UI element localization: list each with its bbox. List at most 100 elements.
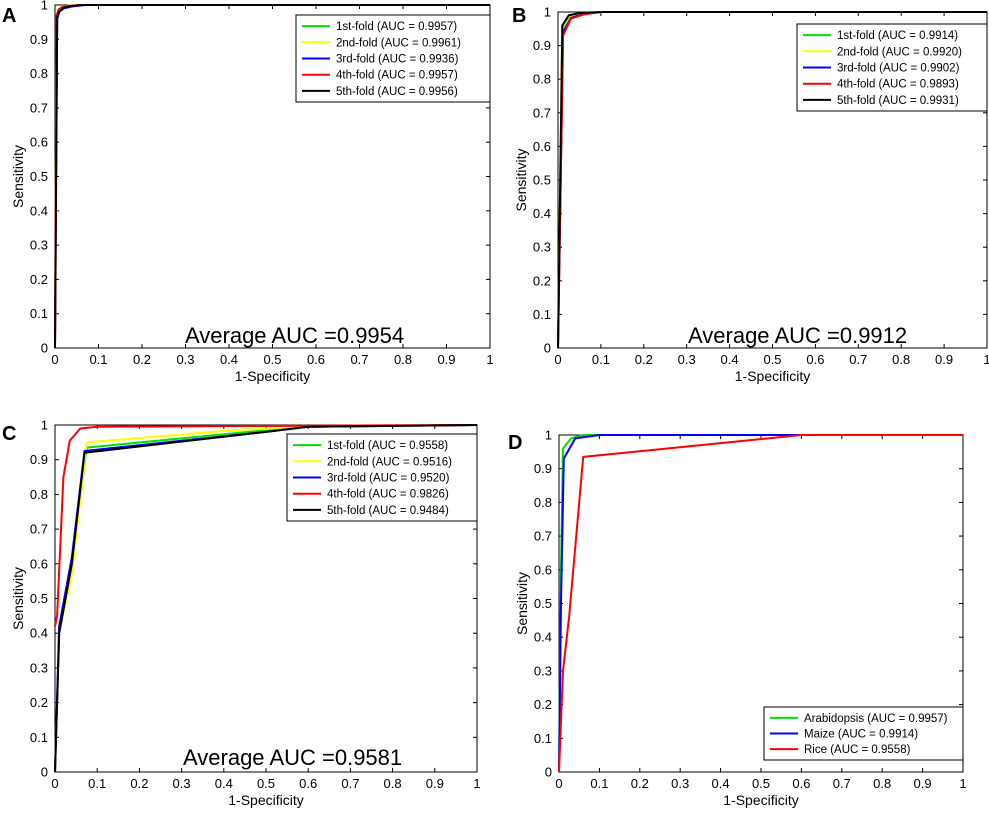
x-tick-label: 0.2 <box>631 776 649 791</box>
legend-entry: 3rd-fold (AUC = 0.9936) <box>336 54 459 66</box>
legend-entry: Maize (AUC = 0.9914) <box>804 729 918 741</box>
x-tick-label: 0.8 <box>394 352 412 367</box>
legend: 1st-fold (AUC = 0.9957) 2nd-fold (AUC = 0… <box>295 14 491 103</box>
average-auc-annotation: Average AUC =0.9912 <box>688 323 907 348</box>
panel-b: B 0 0.1 0.2 0.3 0.4 0.5 0.6 0.7 0.8 0.9 1 0 0.1 0.2 0.3… <box>512 5 989 385</box>
legend-entry: 1st-fold (AUC = 0.9558) <box>327 440 448 452</box>
x-tick-label: 0.2 <box>130 776 148 791</box>
legend-entry: Arabidopsis (AUC = 0.9957) <box>804 713 948 725</box>
y-tick-label: 0.7 <box>534 529 552 544</box>
y-tick-label: 0.8 <box>534 495 552 510</box>
x-tick-label: 0.9 <box>914 776 932 791</box>
y-tick-label: 1 <box>41 418 48 433</box>
panel-letter: A <box>2 5 16 27</box>
legend-entry: 4th-fold (AUC = 0.9826) <box>327 489 449 501</box>
y-tick-label: 0.4 <box>30 203 48 218</box>
series-line-2 <box>558 434 963 773</box>
x-tick-label: 0.5 <box>763 352 781 367</box>
x-tick-label: 0.9 <box>437 352 455 367</box>
x-tick-label: 0.6 <box>806 352 824 367</box>
legend-entry: 4th-fold (AUC = 0.9957) <box>336 70 458 82</box>
legend-entry: 3rd-fold (AUC = 0.9520) <box>327 473 450 485</box>
y-tick-label: 1 <box>544 5 551 20</box>
x-tick-label: 0 <box>51 776 58 791</box>
legend-entry: 4th-fold (AUC = 0.9893) <box>837 79 959 91</box>
x-tick-label: 0.3 <box>176 352 194 367</box>
average-auc-annotation: Average AUC =0.9581 <box>183 745 402 770</box>
series-line-5 <box>557 11 987 349</box>
y-axis-label: Sensitivity <box>10 145 26 208</box>
series-line-5 <box>54 424 478 773</box>
x-tick-label: 1 <box>486 352 493 367</box>
x-axis-label: 1-Specificity <box>735 368 810 384</box>
series-line-4 <box>54 424 478 627</box>
legend-entry: 5th-fold (AUC = 0.9484) <box>327 505 449 517</box>
x-tick-label: 0.6 <box>299 776 317 791</box>
panel-letter: D <box>508 432 522 454</box>
y-tick-label: 0.3 <box>30 660 48 675</box>
x-tick-label: 0.1 <box>590 776 608 791</box>
y-tick-label: 0.7 <box>30 522 48 537</box>
x-tick-label: 0.7 <box>833 776 851 791</box>
x-tick-label: 0.8 <box>384 776 402 791</box>
x-tick-label: 0.7 <box>341 776 359 791</box>
x-tick-label: 0 <box>554 352 561 367</box>
x-tick-label: 0.9 <box>935 352 953 367</box>
x-tick-label: 0.4 <box>721 352 739 367</box>
y-tick-label: 0.4 <box>534 630 552 645</box>
panel-letter: B <box>512 5 526 27</box>
x-axis-label: 1-Specificity <box>228 792 303 808</box>
x-tick-label: 0.8 <box>873 776 891 791</box>
legend-entry: 1st-fold (AUC = 0.9914) <box>837 30 958 42</box>
y-tick-label: 0 <box>41 765 48 780</box>
legend-entry: 2nd-fold (AUC = 0.9516) <box>327 456 452 468</box>
legend-entry: 2nd-fold (AUC = 0.9961) <box>336 37 461 49</box>
x-tick-label: 0.5 <box>257 776 275 791</box>
y-tick-label: 0.4 <box>533 206 551 221</box>
x-tick-label: 0.7 <box>350 352 368 367</box>
x-tick-label: 1 <box>959 776 966 791</box>
y-tick-label: 0.2 <box>30 695 48 710</box>
legend-entry: 3rd-fold (AUC = 0.9902) <box>837 63 960 75</box>
x-tick-label: 0.3 <box>671 776 689 791</box>
y-tick-label: 0.5 <box>30 169 48 184</box>
y-tick-label: 0.3 <box>534 663 552 678</box>
x-tick-label: 0.4 <box>220 352 238 367</box>
y-tick-label: 0.3 <box>533 240 551 255</box>
y-axis-label: Sensitivity <box>514 572 530 635</box>
x-tick-label: 0.1 <box>88 776 106 791</box>
legend-entry: 5th-fold (AUC = 0.9931) <box>837 95 959 107</box>
y-tick-label: 0.5 <box>30 591 48 606</box>
y-tick-label: 0.9 <box>30 32 48 47</box>
panel-d: D 0 0.1 0.2 0.3 0.4 0.5 0.6 0.7 0.8 0.9 1 0 0.1 0.2 0.3… <box>508 428 967 809</box>
x-tick-label: 0.7 <box>849 352 867 367</box>
legend-entry: 5th-fold (AUC = 0.9956) <box>336 86 458 98</box>
y-tick-label: 0.3 <box>30 238 48 253</box>
y-tick-label: 0.6 <box>30 135 48 150</box>
y-axis-label: Sensitivity <box>513 148 529 211</box>
y-tick-label: 0.7 <box>30 100 48 115</box>
x-tick-label: 0.6 <box>307 352 325 367</box>
y-tick-label: 0.1 <box>534 731 552 746</box>
x-tick-label: 0.4 <box>712 776 730 791</box>
legend-entry: 2nd-fold (AUC = 0.9920) <box>837 46 962 58</box>
legend-entry: 1st-fold (AUC = 0.9957) <box>336 21 457 33</box>
series-line-3 <box>558 434 963 773</box>
x-tick-label: 0.5 <box>752 776 770 791</box>
x-tick-label: 0 <box>51 352 58 367</box>
y-tick-label: 0.5 <box>534 596 552 611</box>
y-tick-label: 0 <box>544 341 551 356</box>
y-tick-label: 1 <box>545 428 552 443</box>
y-tick-label: 0.8 <box>30 487 48 502</box>
y-tick-label: 0.9 <box>533 38 551 53</box>
y-tick-label: 0.9 <box>534 461 552 476</box>
y-tick-label: 0.7 <box>533 105 551 120</box>
series-line-5 <box>54 4 490 349</box>
legend: 1st-fold (AUC = 0.9914) 2nd-fold (AUC = 0… <box>796 23 988 112</box>
panel-letter: C <box>2 423 16 445</box>
y-tick-label: 0.6 <box>533 139 551 154</box>
y-tick-label: 0.5 <box>533 173 551 188</box>
x-tick-label: 0.1 <box>89 352 107 367</box>
legend: Arabidopsis (AUC = 0.9957) Maize (AUC = 0… <box>763 706 964 761</box>
x-tick-label: 0.1 <box>592 352 610 367</box>
